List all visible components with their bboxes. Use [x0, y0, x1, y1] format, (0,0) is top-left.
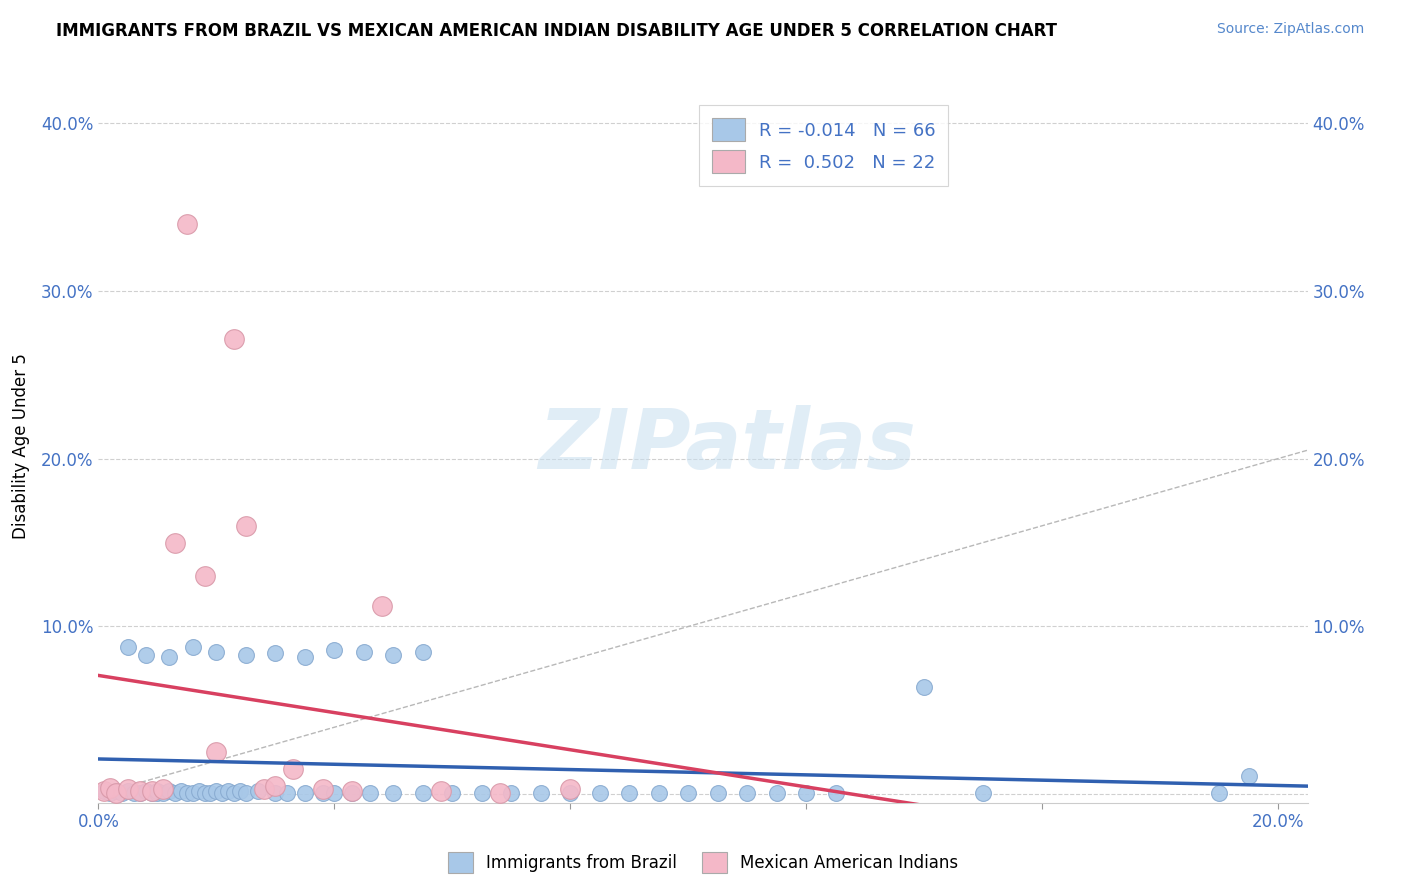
Point — [323, 643, 346, 657]
Point — [117, 784, 139, 798]
Point — [294, 786, 316, 800]
Point — [429, 784, 451, 798]
Point — [170, 784, 193, 798]
Point — [1208, 786, 1230, 800]
Point — [382, 648, 405, 662]
Point — [382, 786, 405, 800]
Point — [176, 217, 198, 231]
Point — [765, 786, 787, 800]
Text: ZIPatlas: ZIPatlas — [538, 406, 917, 486]
Legend: Immigrants from Brazil, Mexican American Indians: Immigrants from Brazil, Mexican American… — [441, 846, 965, 880]
Point — [281, 762, 304, 776]
Point — [194, 569, 217, 583]
Point — [194, 786, 217, 800]
Point — [157, 784, 180, 798]
Point — [340, 786, 363, 800]
Point — [264, 779, 287, 793]
Point — [93, 784, 115, 798]
Point — [441, 786, 464, 800]
Point — [105, 786, 128, 800]
Point — [157, 649, 180, 664]
Point — [181, 786, 204, 800]
Point — [501, 786, 523, 800]
Point — [200, 786, 222, 800]
Point — [560, 782, 582, 797]
Point — [359, 786, 381, 800]
Point — [117, 640, 139, 654]
Point — [135, 784, 157, 798]
Point — [235, 518, 257, 533]
Point — [105, 784, 128, 798]
Point — [165, 786, 187, 800]
Point — [246, 784, 269, 798]
Point — [152, 786, 174, 800]
Point — [98, 786, 121, 800]
Point — [794, 786, 817, 800]
Point — [311, 782, 333, 797]
Point — [128, 784, 150, 798]
Point — [589, 786, 612, 800]
Text: IMMIGRANTS FROM BRAZIL VS MEXICAN AMERICAN INDIAN DISABILITY AGE UNDER 5 CORRELA: IMMIGRANTS FROM BRAZIL VS MEXICAN AMERIC… — [56, 22, 1057, 40]
Point — [678, 786, 700, 800]
Point — [1237, 769, 1260, 783]
Point — [619, 786, 641, 800]
Point — [205, 746, 228, 760]
Point — [222, 786, 245, 800]
Point — [353, 645, 375, 659]
Point — [912, 680, 935, 694]
Point — [93, 784, 115, 798]
Point — [128, 786, 150, 800]
Point — [211, 786, 233, 800]
Point — [276, 786, 298, 800]
Point — [560, 786, 582, 800]
Point — [252, 782, 274, 797]
Point — [205, 784, 228, 798]
Point — [187, 784, 209, 798]
Point — [205, 645, 228, 659]
Point — [648, 786, 671, 800]
Point — [824, 786, 846, 800]
Point — [141, 784, 163, 798]
Point — [972, 786, 994, 800]
Point — [217, 784, 239, 798]
Point — [412, 786, 434, 800]
Point — [135, 648, 157, 662]
Y-axis label: Disability Age Under 5: Disability Age Under 5 — [11, 353, 30, 539]
Point — [111, 786, 134, 800]
Point — [229, 784, 252, 798]
Point — [294, 649, 316, 664]
Point — [235, 786, 257, 800]
Point — [122, 786, 145, 800]
Point — [488, 786, 510, 800]
Point — [412, 645, 434, 659]
Legend: R = -0.014   N = 66, R =  0.502   N = 22: R = -0.014 N = 66, R = 0.502 N = 22 — [700, 105, 948, 186]
Point — [141, 786, 163, 800]
Point — [706, 786, 728, 800]
Point — [340, 784, 363, 798]
Point — [264, 646, 287, 660]
Point — [311, 786, 333, 800]
Point — [146, 786, 169, 800]
Point — [222, 332, 245, 346]
Point — [152, 782, 174, 797]
Point — [264, 786, 287, 800]
Point — [323, 786, 346, 800]
Point — [530, 786, 553, 800]
Point — [471, 786, 494, 800]
Point — [235, 648, 257, 662]
Point — [146, 784, 169, 798]
Point — [165, 535, 187, 549]
Text: Source: ZipAtlas.com: Source: ZipAtlas.com — [1216, 22, 1364, 37]
Point — [98, 780, 121, 795]
Point — [735, 786, 758, 800]
Point — [117, 782, 139, 797]
Point — [176, 786, 198, 800]
Point — [181, 640, 204, 654]
Point — [370, 599, 392, 614]
